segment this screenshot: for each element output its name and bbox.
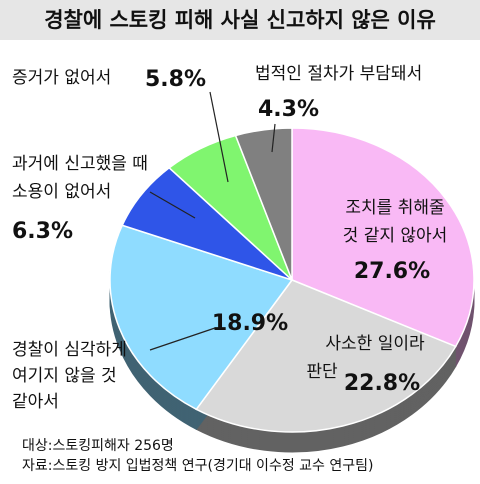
leader-line xyxy=(149,191,196,219)
leader-line xyxy=(271,123,276,153)
slice-label: 것 같지 않아서 xyxy=(343,226,448,246)
slice xyxy=(195,279,457,433)
leader-line xyxy=(149,327,216,351)
value-label: 6.3% xyxy=(12,219,73,244)
slice-label: 과거에 신고했을 때 xyxy=(12,154,148,174)
slice-label: 같아서 xyxy=(12,392,59,412)
slice-label: 증거가 없어서 xyxy=(12,68,111,88)
slice-label: 소용이 없어서 xyxy=(12,182,111,202)
chart-title: 경찰에 스토킹 피해 사실 신고하지 않은 이유 xyxy=(44,8,436,32)
slice-label: 여기지 않을 것 xyxy=(12,366,117,386)
value-label: 4.3% xyxy=(258,97,319,122)
value-label: 18.9% xyxy=(212,311,288,336)
slice-label: 조치를 취해줄 xyxy=(345,198,444,218)
title-bar xyxy=(0,0,480,40)
slice-label: 판단 xyxy=(306,362,338,382)
slice xyxy=(234,127,293,281)
slice-label: 경찰이 심각하게 xyxy=(12,340,127,360)
value-label: 22.8% xyxy=(344,371,420,396)
leader-line xyxy=(209,91,229,183)
value-label: 5.8% xyxy=(145,67,206,92)
slice-label: 법적인 절차가 부담돼서 xyxy=(255,64,422,84)
value-label: 27.6% xyxy=(354,259,430,284)
note: 자료:스토킹 방지 입법정책 연구(경기대 이수정 교수 연구팀) xyxy=(22,458,373,474)
slice xyxy=(109,224,294,411)
note: 대상:스토킹피해자 256명 xyxy=(22,438,174,454)
slice xyxy=(291,127,475,348)
slice-label: 사소한 일이라 xyxy=(325,334,425,354)
pie-top xyxy=(109,127,475,433)
